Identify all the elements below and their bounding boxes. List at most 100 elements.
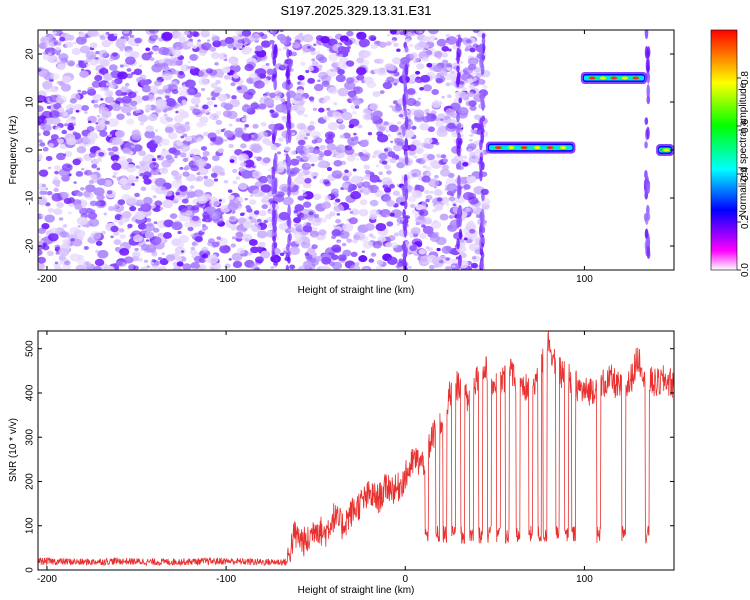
spectrogram-cell [434,203,444,211]
spectrogram-cell [148,51,154,55]
spectrogram-cell [283,250,288,254]
spectrogram-streak [403,200,408,210]
spectrogram-cell [113,239,122,245]
spectrogram-cell [422,84,433,92]
spectrogram-cell [384,79,389,83]
spectrogram-streak [273,43,278,54]
spectrogram-cell [174,155,178,159]
spectral-line-core [508,146,515,150]
spectrogram-streak [479,160,483,173]
spectrogram-cell [253,210,260,215]
spectrogram-cell [209,211,221,220]
spectrogram-cell [297,75,305,81]
spectrogram-cell [436,38,447,47]
spectrogram-cell [358,208,369,217]
spectrogram-streak [402,186,406,198]
spectrogram-cell [324,195,332,201]
spectrogram-streak [457,174,461,189]
spectrogram-cell [331,261,343,270]
spectrogram-y-tick-label: -10 [25,190,36,205]
spectrogram-cell [87,86,95,93]
spectrogram-cell [111,146,119,152]
spectrogram-cell [363,76,374,85]
spectrogram-cell [127,91,137,99]
spectrogram-cell [139,172,145,177]
spectrogram-cell [450,158,459,165]
spectrogram-cell [124,49,136,59]
spectrogram-cell [253,156,258,159]
spectrogram-cell [406,37,411,42]
spectrogram-cell [304,177,312,184]
spectrogram-cell [436,197,443,202]
spectrogram-cell [357,124,363,129]
spectrogram-cell [376,67,387,76]
spectrogram-cell [323,149,332,157]
spectrogram-cell [341,182,349,189]
spectrogram-cell [241,117,247,122]
spectrogram-cell [303,144,314,154]
spectrogram-cell [376,123,387,132]
spectrogram-cell [64,260,71,266]
spectrogram-cell [439,168,451,177]
spectrogram-cell [209,115,215,120]
spectrogram-cell [341,108,347,113]
spectrogram-cell [40,125,46,130]
spectrogram-streak [481,213,485,222]
spectrogram-cell [184,79,196,89]
spectrogram-streak [287,79,291,86]
snr-series-line [38,331,674,567]
spectrogram-cell [122,147,132,154]
spectrogram-cell [387,34,391,37]
spectrogram-cell [54,261,59,265]
spectrogram-cell [266,68,275,76]
spectrogram-cell [263,219,269,224]
spectrogram-cell [94,258,105,267]
spectrogram-cell [184,30,191,36]
spectrogram-cell [440,154,447,159]
spectrogram-cell [119,64,124,68]
spectrogram-cell [134,178,139,183]
spectrogram-cell [109,84,116,89]
spectrogram-cell [430,220,442,229]
spectrogram-streak [646,56,650,71]
spectrogram-cell [245,205,251,210]
spectrogram-cell [291,132,295,136]
spectrogram-cell [335,144,347,153]
spectrogram-cell [201,246,209,252]
spectrogram-cell [167,132,178,140]
spectrogram-cell [160,138,170,146]
spectrogram-cell [249,194,254,197]
spectrogram-cell [49,227,58,234]
spectrogram-cell [244,238,250,242]
spectrogram-streak [273,77,277,91]
spectrogram-cell [324,181,331,187]
spectrogram-cell [381,177,393,186]
spectrogram-cell [431,89,439,95]
spectrogram-cell [61,231,70,238]
spectrogram-cell [255,45,263,52]
spectrogram-cell [105,265,115,270]
spectrogram-cell [177,230,182,235]
spectrogram-cell [350,83,355,87]
spectrogram-cell [227,189,233,193]
spectrogram-cell [424,137,433,144]
spectrogram-cell [260,40,271,48]
spectrogram-cell [437,57,441,60]
spectrogram-cell [431,100,442,108]
spectrogram-streak [456,71,461,85]
spectrogram-cell [173,195,182,202]
spectrogram-cell [244,42,248,45]
spectrogram-cell [268,39,275,45]
spectrogram-cell [392,100,399,105]
spectrogram-cell [75,171,84,177]
spectrogram-cell [155,98,167,108]
spectrogram-cell [451,258,460,265]
spectrogram-cell [319,153,325,158]
spectrogram-cell [78,31,86,38]
spectrogram-cell [112,175,117,179]
spectrogram-cell [359,199,368,206]
spectrogram-cell [392,190,400,196]
spectrogram-streak [481,192,485,202]
spectrogram-cell [41,110,53,120]
spectrogram-cell [212,33,216,37]
